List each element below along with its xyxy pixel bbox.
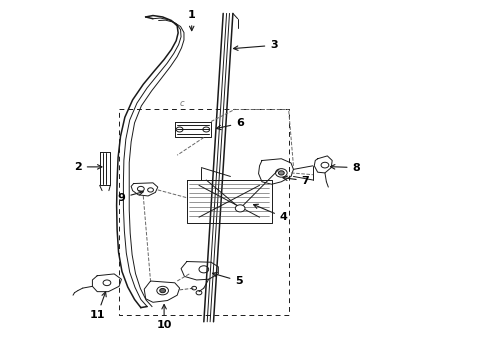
Text: c: c [180, 99, 184, 108]
Text: 7: 7 [283, 176, 309, 186]
Text: 10: 10 [156, 305, 172, 330]
Circle shape [235, 205, 245, 212]
Text: 8: 8 [330, 163, 360, 172]
Text: 4: 4 [253, 204, 288, 222]
Text: 1: 1 [188, 10, 196, 31]
Text: 6: 6 [217, 118, 244, 130]
Text: 9: 9 [118, 191, 143, 203]
Text: 5: 5 [213, 273, 243, 286]
Circle shape [160, 288, 166, 293]
Text: 3: 3 [234, 40, 278, 50]
Text: 2: 2 [74, 162, 102, 172]
Text: 11: 11 [90, 292, 106, 320]
Circle shape [278, 171, 284, 175]
